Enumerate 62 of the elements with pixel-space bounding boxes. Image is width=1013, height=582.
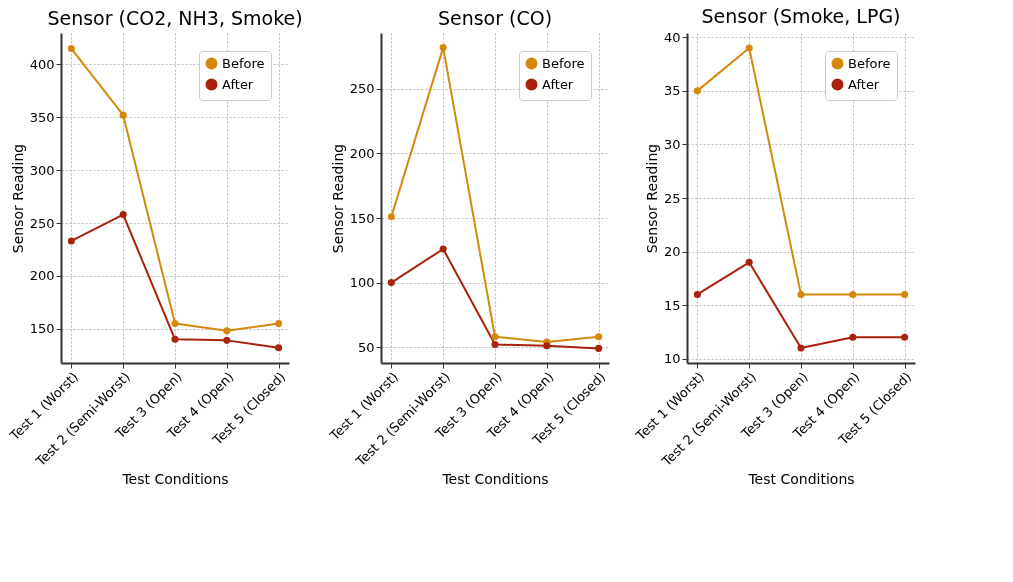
y-tick-label: 15 (663, 297, 681, 313)
point (849, 290, 857, 298)
y-tick-label: 250 (29, 215, 55, 231)
legend-label: Before (848, 55, 891, 71)
legend-label: Before (222, 55, 265, 71)
y-tick-label: 25 (663, 190, 681, 206)
point (491, 333, 499, 341)
point (275, 319, 283, 327)
y-tick-label: 150 (349, 210, 375, 226)
point (275, 344, 283, 352)
y-tick-label: 150 (29, 321, 55, 337)
y-axis-title: Sensor Reading (329, 143, 346, 254)
y-tick-label: 20 (663, 244, 681, 260)
y-tick-label: 40 (663, 29, 681, 45)
point (439, 44, 447, 52)
point (745, 258, 753, 266)
x-axis-title: Test Conditions (747, 470, 855, 487)
point (693, 290, 701, 298)
y-tick-label: 200 (349, 145, 375, 161)
chart-title: Sensor (CO2, NH3, Smoke) (47, 7, 303, 29)
y-tick-label: 50 (357, 339, 375, 355)
point (439, 245, 447, 253)
x-axis-title: Test Conditions (121, 470, 229, 487)
point (119, 111, 127, 119)
point (797, 290, 805, 298)
point (849, 333, 857, 341)
point (171, 319, 179, 327)
y-tick-label: 300 (29, 162, 55, 178)
point (797, 344, 805, 352)
point (67, 237, 75, 245)
x-axis-title: Test Conditions (441, 470, 549, 487)
legend-label: After (542, 76, 574, 92)
y-tick-label: 250 (349, 81, 375, 97)
point (595, 333, 603, 341)
point (119, 211, 127, 219)
y-axis-title: Sensor Reading (9, 143, 26, 254)
y-tick-label: 200 (29, 268, 55, 284)
chart-title: Sensor (CO) (437, 7, 553, 29)
point (693, 87, 701, 95)
point (387, 279, 395, 287)
y-tick-label: 100 (349, 275, 375, 291)
point (67, 45, 75, 53)
point (901, 333, 909, 341)
point (745, 44, 753, 52)
legend-label: Before (542, 55, 585, 71)
point (491, 341, 499, 349)
y-tick-label: 400 (29, 56, 55, 72)
y-tick-label: 350 (29, 109, 55, 125)
y-axis-title: Sensor Reading (643, 143, 660, 254)
point (901, 290, 909, 298)
point (171, 335, 179, 343)
point (223, 336, 231, 344)
legend-label: After (222, 76, 254, 92)
point (595, 344, 603, 352)
point (223, 327, 231, 335)
y-tick-label: 30 (663, 136, 681, 152)
chart-title: Sensor (Smoke, LPG) (701, 5, 901, 28)
y-tick-label: 35 (663, 83, 681, 99)
legend-label: After (848, 76, 880, 92)
point (543, 342, 551, 350)
y-tick-label: 10 (663, 351, 681, 367)
point (387, 213, 395, 221)
